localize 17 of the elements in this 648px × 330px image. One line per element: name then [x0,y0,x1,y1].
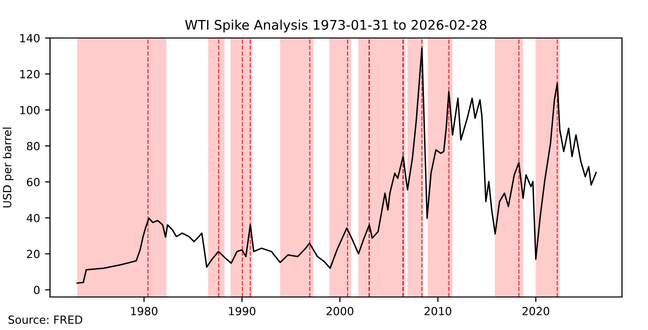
y-axis-title: USD per barrel [2,128,14,208]
x-tick-label: 2010 [424,306,452,316]
y-tick-label: 0 [34,286,40,294]
x-tick-label: 1990 [229,306,256,316]
y-tick-label: 100 [20,106,40,114]
y-tick-label: 80 [26,142,40,150]
y-tick-label: 20 [26,250,40,258]
x-tick-label: 1980 [131,306,158,316]
y-tick-label: 140 [20,34,40,42]
source-note: Source: FRED [8,315,82,324]
chart-title: WTI Spike Analysis 1973-01-31 to 2026-02-28 [185,20,486,32]
x-tick-label: 2000 [326,306,354,316]
y-tick-label: 40 [26,214,40,222]
y-tick-label: 120 [20,70,40,78]
line-series [76,48,597,284]
y-tick-label: 60 [26,178,40,186]
x-tick-label: 2020 [522,306,550,316]
